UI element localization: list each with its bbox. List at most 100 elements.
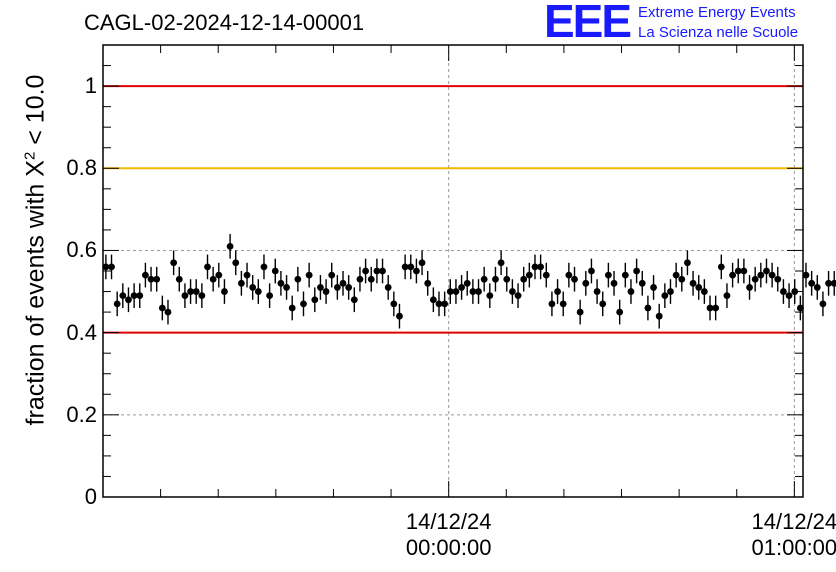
y-axis-label-sup: 2 — [21, 151, 39, 161]
data-point — [328, 271, 336, 279]
data-point — [424, 279, 432, 287]
data-points — [102, 234, 836, 329]
data-point — [277, 279, 285, 287]
data-point — [480, 275, 488, 283]
data-point — [475, 288, 482, 295]
data-point — [254, 288, 262, 295]
data-point — [305, 271, 313, 279]
data-point — [458, 284, 465, 291]
data-point — [593, 288, 601, 295]
data-point — [791, 288, 799, 295]
axis-ticks — [102, 44, 803, 498]
data-point — [153, 275, 161, 283]
y-tick-label: 0.6 — [66, 237, 97, 263]
eee-logo-mark: EEE — [544, 0, 632, 47]
x-tick-label-time: 00:00:00 — [405, 535, 492, 560]
data-point — [429, 296, 437, 304]
data-point — [294, 275, 302, 283]
data-point — [520, 275, 528, 283]
data-point — [147, 275, 155, 283]
data-point — [243, 271, 251, 279]
data-point — [311, 296, 319, 304]
data-point — [339, 279, 347, 287]
data-point — [621, 271, 629, 279]
data-point — [350, 296, 358, 304]
data-point — [554, 288, 561, 295]
data-point — [113, 300, 121, 308]
data-point — [379, 267, 386, 275]
data-point — [678, 275, 686, 283]
data-point — [469, 288, 477, 295]
data-point — [650, 284, 657, 291]
data-point — [418, 259, 426, 267]
data-point — [452, 288, 460, 295]
data-point — [226, 242, 234, 250]
data-point — [667, 288, 674, 295]
data-point — [492, 275, 499, 283]
x-tick-label: 14/12/24 01:00:00 — [724, 509, 836, 561]
data-point — [610, 279, 618, 287]
y-tick-label: 0.2 — [66, 401, 97, 427]
data-point — [644, 304, 652, 312]
data-point — [808, 279, 816, 287]
data-point — [638, 279, 646, 287]
data-point — [158, 304, 166, 312]
data-point — [627, 288, 635, 295]
data-point — [441, 300, 449, 308]
data-point — [588, 267, 595, 275]
data-point — [125, 296, 132, 304]
data-point — [695, 284, 703, 291]
data-point — [384, 284, 392, 291]
data-point — [537, 263, 545, 271]
data-point — [204, 263, 211, 271]
data-point — [164, 308, 172, 316]
data-point — [175, 275, 183, 283]
data-point — [333, 284, 341, 291]
data-point — [322, 288, 330, 295]
data-point — [435, 300, 443, 308]
data-point — [768, 271, 776, 279]
data-point — [780, 288, 787, 295]
data-point — [830, 279, 836, 287]
y-tick-label: 0 — [84, 484, 97, 509]
data-point — [565, 271, 573, 279]
logo-text-line2: La Scienza nelle Scuole — [638, 24, 799, 41]
data-point — [604, 271, 612, 279]
data-point — [249, 284, 257, 291]
data-point — [616, 308, 624, 316]
y-tick-label: 0.4 — [66, 319, 97, 345]
data-point — [655, 312, 663, 320]
data-point — [266, 292, 274, 300]
data-point — [198, 292, 206, 300]
data-point — [582, 279, 590, 287]
data-point — [446, 288, 454, 295]
data-point — [237, 279, 245, 287]
data-point — [215, 271, 223, 279]
data-point — [672, 271, 680, 279]
data-point — [221, 288, 228, 295]
x-tick-label-time: 01:00:00 — [751, 535, 836, 560]
data-point — [633, 267, 641, 275]
y-axis-label-prefix: fraction of events with X — [21, 160, 50, 426]
data-point — [401, 263, 409, 271]
data-point — [413, 267, 420, 275]
reference-lines — [103, 85, 803, 334]
data-point — [108, 263, 115, 271]
data-point — [396, 312, 403, 320]
data-point — [542, 271, 550, 279]
data-point — [260, 263, 268, 271]
data-point — [531, 263, 539, 271]
chart-title: CAGL-02-2024-12-14-00001 — [84, 10, 365, 35]
data-point — [684, 259, 691, 267]
data-point — [661, 292, 669, 300]
data-point — [763, 267, 770, 275]
data-point — [271, 267, 279, 275]
data-point — [706, 304, 714, 312]
data-point — [712, 304, 720, 312]
data-point — [192, 288, 200, 295]
data-point — [136, 292, 144, 300]
data-point — [300, 300, 307, 308]
data-point — [717, 263, 725, 271]
data-point — [723, 292, 731, 300]
data-point — [734, 267, 742, 275]
